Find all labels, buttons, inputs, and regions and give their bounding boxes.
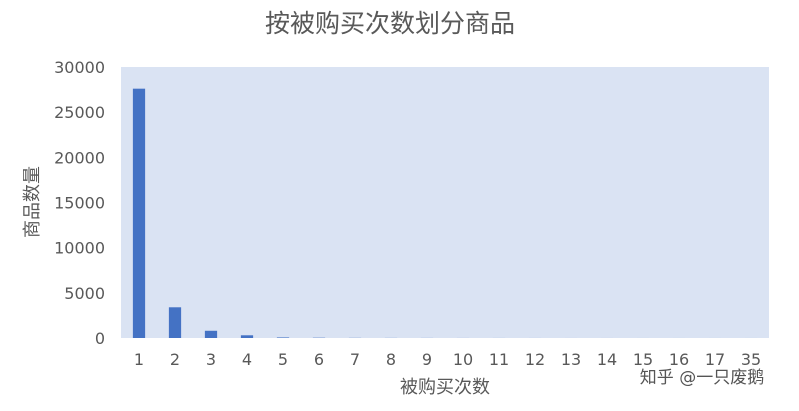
x-tick-label: 12 [525,350,545,369]
bar-4 [240,335,254,338]
x-tick-label: 1 [134,350,144,369]
bar-1 [132,88,146,339]
y-tick-label: 15000 [54,194,105,213]
plot-area [121,67,769,338]
y-tick-label: 25000 [54,103,105,122]
chart-title: 按被购买次数划分商品 [265,9,515,38]
y-tick-label: 0 [95,329,105,348]
bar-5 [276,337,290,338]
watermark: 知乎 @一只废鹅 [640,368,764,388]
y-tick-label: 30000 [54,58,105,77]
y-axis-label: 商品数量 [22,166,43,238]
x-tick-label: 15 [633,350,653,369]
bar-3 [204,330,218,338]
bar-2 [168,307,182,338]
x-tick-label: 13 [561,350,581,369]
y-tick-label: 5000 [64,284,105,303]
x-axis-ticks: 1 2 3 4 5 6 7 8 9 10 11 12 13 14 15 16 17 35 [134,350,761,369]
x-tick-label: 2 [170,350,180,369]
x-tick-label: 4 [242,350,252,369]
y-tick-label: 20000 [54,148,105,167]
x-tick-label: 6 [314,350,324,369]
x-tick-label: 10 [453,350,473,369]
x-tick-label: 16 [669,350,689,369]
x-tick-label: 17 [705,350,725,369]
x-axis-label: 被购买次数 [400,377,490,398]
x-tick-label: 8 [386,350,396,369]
x-tick-label: 11 [489,350,509,369]
x-tick-label: 14 [597,350,617,369]
x-tick-label: 9 [422,350,432,369]
x-tick-label: 5 [278,350,288,369]
y-tick-label: 10000 [54,239,105,258]
x-tick-label: 3 [206,350,216,369]
x-tick-label: 35 [741,350,761,369]
bars-group [132,88,758,339]
x-tick-label: 7 [350,350,360,369]
y-axis-ticks: 0 5000 10000 15000 20000 25000 30000 [54,58,105,348]
